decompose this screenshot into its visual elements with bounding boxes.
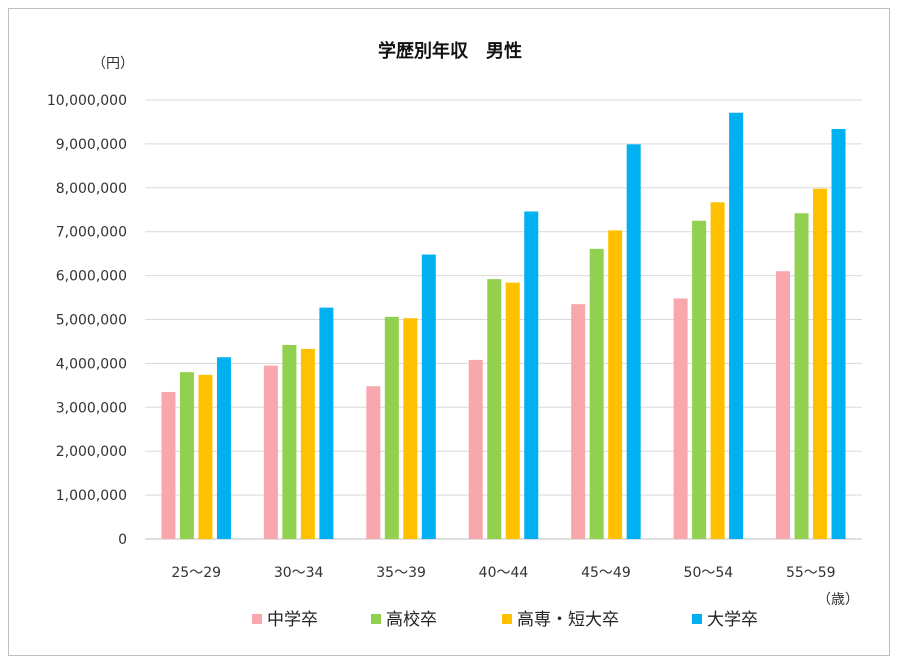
legend: 中学卒 高校卒 高専・短大卒 大学卒: [252, 610, 758, 630]
x-axis-ticks: 25～29 30～34 35～39 40～44 45～49 50～54 55～59: [171, 565, 835, 581]
x-tick-label: 45～49: [581, 565, 631, 581]
y-axis-ticks: 0 1,000,000 2,000,000 3,000,000 4,000,000 5,0…: [47, 93, 127, 548]
y-tick-label: 8,000,000: [56, 181, 127, 197]
bar-1-4: [589, 248, 604, 540]
x-axis-unit: （歳）: [817, 592, 859, 608]
x-tick-label: 40～44: [479, 565, 529, 581]
bar-3-5: [729, 112, 744, 539]
legend-label: 中学卒: [267, 610, 318, 630]
bar-3-6: [831, 128, 846, 539]
bar-1-6: [794, 213, 809, 539]
y-tick-label: 0: [118, 532, 127, 548]
bar-0-1: [263, 365, 278, 539]
bar-3-2: [421, 254, 436, 539]
y-tick-label: 7,000,000: [56, 225, 127, 241]
bar-1-2: [384, 316, 399, 539]
bar-0-5: [673, 298, 688, 539]
legend-label: 高専・短大卒: [517, 610, 619, 630]
y-tick-label: 4,000,000: [56, 356, 127, 372]
x-tick-label: 35～39: [376, 565, 426, 581]
x-tick-label: 50～54: [684, 565, 734, 581]
bar-2-3: [505, 282, 520, 539]
legend-swatch: [371, 614, 381, 624]
legend-swatch: [692, 614, 702, 624]
legend-swatch: [252, 614, 262, 624]
bar-2-0: [198, 374, 213, 539]
x-tick-label: 55～59: [786, 565, 836, 581]
y-tick-label: 3,000,000: [56, 400, 127, 416]
legend-label: 高校卒: [386, 610, 437, 630]
bar-1-0: [179, 372, 194, 539]
bar-2-5: [710, 202, 725, 540]
bar-3-1: [319, 307, 334, 539]
chart-title: 学歴別年収 男性: [378, 40, 522, 62]
legend-swatch: [502, 614, 512, 624]
gridlines: [145, 99, 862, 540]
bar-2-4: [608, 230, 623, 539]
bar-0-3: [468, 359, 483, 539]
bar-3-3: [524, 211, 539, 540]
bar-2-1: [300, 348, 315, 539]
bar-3-4: [626, 144, 641, 540]
bar-0-2: [366, 386, 381, 539]
bar-1-1: [282, 344, 297, 539]
bar-0-4: [571, 304, 586, 539]
x-tick-label: 25～29: [171, 565, 221, 581]
y-tick-label: 9,000,000: [56, 137, 127, 153]
x-tick-label: 30～34: [274, 565, 324, 581]
y-tick-label: 1,000,000: [56, 488, 127, 504]
bar-2-6: [813, 188, 828, 540]
bar-3-0: [216, 357, 231, 539]
y-tick-label: 10,000,000: [47, 93, 127, 109]
y-tick-label: 5,000,000: [56, 313, 127, 329]
bar-1-3: [487, 279, 502, 539]
y-axis-unit: （円）: [92, 56, 134, 72]
bar-2-2: [403, 318, 418, 539]
y-tick-label: 6,000,000: [56, 269, 127, 285]
bar-0-6: [776, 271, 791, 539]
bar-1-5: [692, 220, 707, 539]
bars: [161, 112, 846, 540]
legend-label: 大学卒: [707, 610, 758, 630]
y-tick-label: 2,000,000: [56, 444, 127, 460]
bar-0-0: [161, 391, 176, 539]
